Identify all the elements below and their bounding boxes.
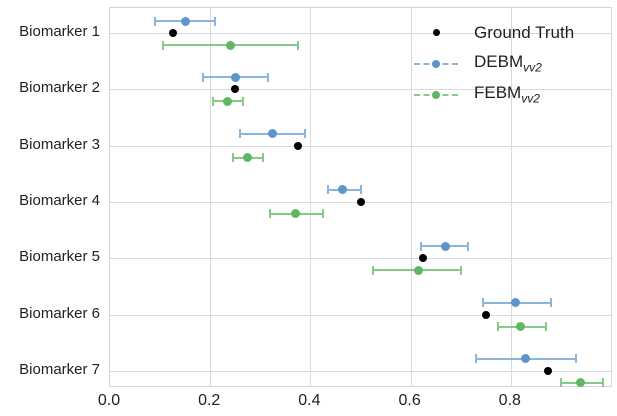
error-bar-cap (211, 96, 214, 106)
vertical-gridline (510, 8, 512, 386)
error-bar-cap (321, 209, 324, 219)
data-point (441, 241, 451, 251)
horizontal-gridline (110, 89, 611, 91)
x-tick-label: 0.6 (398, 392, 421, 409)
error-bar-cap (214, 16, 217, 26)
data-point (576, 378, 586, 388)
data-point (481, 310, 490, 319)
horizontal-gridline (110, 370, 611, 372)
plot-area (109, 7, 612, 388)
error-bar-cap (602, 378, 605, 388)
data-point (290, 209, 300, 219)
data-point (356, 197, 365, 206)
y-axis-label: Biomarker 5 (19, 248, 100, 266)
vertical-gridline (410, 8, 412, 386)
data-point (293, 141, 302, 150)
data-point (223, 96, 233, 106)
error-bar-cap (241, 96, 244, 106)
error-bar-cap (574, 354, 577, 364)
data-point (516, 322, 526, 331)
error-bar-cap (549, 298, 552, 307)
legend-label-debm: DEBMvv2 (474, 52, 542, 75)
error-bar-cap (359, 185, 362, 195)
error-bar-cap (231, 153, 234, 163)
y-axis-label: Biomarker 1 (19, 23, 100, 40)
data-point (511, 298, 521, 307)
error-bar-cap (261, 153, 264, 163)
error-bar-cap (497, 322, 500, 331)
error-bar-cap (372, 265, 375, 275)
x-tick-label: 0.0 (97, 392, 121, 409)
horizontal-gridline (110, 314, 611, 316)
error-bar-cap (266, 72, 269, 82)
horizontal-gridline (110, 145, 611, 147)
y-axis-label: Biomarker 7 (19, 360, 100, 378)
error-bar-cap (467, 241, 470, 251)
error-bar-cap (559, 378, 562, 388)
legend-label-febm: FEBMvv2 (474, 83, 540, 106)
data-point (225, 40, 235, 50)
febm-marker-icon (412, 90, 460, 99)
y-axis-label: Biomarker 3 (19, 135, 100, 153)
legend-item-febm: FEBMvv2 (412, 79, 574, 110)
legend-item-debm: DEBMvv2 (412, 48, 574, 79)
y-axis-label: Biomarker 4 (19, 191, 100, 209)
x-tick-label: 0.8 (498, 392, 521, 409)
error-bar-cap (544, 322, 547, 331)
error-bar-cap (239, 129, 242, 139)
error-bar-cap (482, 298, 485, 307)
data-point (243, 153, 253, 163)
y-axis-label: Biomarker 2 (19, 79, 100, 97)
legend-label-ground-truth: Ground Truth (474, 22, 575, 42)
debm-marker-icon (412, 59, 460, 68)
error-bar-cap (269, 209, 272, 219)
data-point (419, 254, 428, 263)
error-bar-cap (201, 72, 204, 82)
x-tick-label: 0.2 (198, 392, 221, 409)
data-point (168, 29, 177, 37)
error-bar-cap (459, 265, 462, 275)
data-point (521, 354, 531, 364)
data-point (544, 366, 553, 375)
legend: Ground Truth DEBMvv2 FEBMvv2 (412, 17, 574, 110)
data-point (413, 265, 423, 275)
vertical-gridline (210, 8, 212, 386)
data-point (338, 185, 348, 195)
error-bar-cap (161, 40, 164, 50)
error-bar-cap (296, 40, 299, 50)
error-bar-cap (474, 354, 477, 364)
error-bar-cap (154, 16, 157, 26)
ground-truth-marker-icon (412, 29, 460, 36)
horizontal-gridline (110, 33, 611, 34)
data-point (180, 16, 190, 26)
legend-item-ground-truth: Ground Truth (412, 17, 574, 48)
data-point (231, 85, 240, 94)
y-axis-label: Biomarker 6 (19, 304, 100, 322)
vertical-gridline (310, 8, 312, 386)
error-bar-cap (304, 129, 307, 139)
error-bar-cap (326, 185, 329, 195)
error-bar-cap (419, 241, 422, 251)
data-point (268, 129, 278, 139)
horizontal-gridline (110, 258, 611, 260)
x-tick-label: 0.4 (298, 392, 321, 409)
data-point (230, 72, 240, 82)
